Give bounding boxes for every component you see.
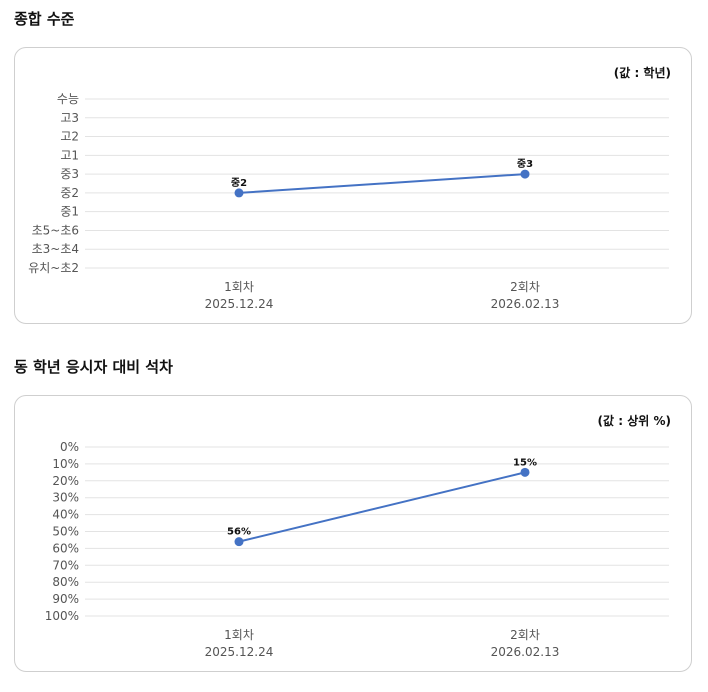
data-point [234, 188, 244, 198]
series-line [238, 173, 526, 194]
y-tick-label: 중1 [60, 205, 79, 219]
y-tick-label: 고2 [60, 130, 79, 144]
y-tick-label: 고1 [60, 148, 79, 162]
y-tick-label: 50% [52, 525, 79, 539]
data-point [520, 467, 530, 477]
series-line [238, 471, 526, 543]
x-tick-round: 1회차 [224, 628, 254, 642]
unit-label: (값 : 상위 %) [597, 414, 671, 428]
x-tick-date: 2026.02.13 [491, 645, 560, 659]
x-tick-round: 2회차 [510, 280, 540, 294]
y-tick-label: 초5~초6 [32, 223, 79, 237]
x-tick-round: 1회차 [224, 280, 254, 294]
x-tick-date: 2025.12.24 [205, 645, 274, 659]
data-label: 중2 [231, 177, 247, 189]
x-tick-date: 2026.02.13 [491, 297, 560, 311]
data-label: 중3 [517, 158, 533, 170]
section-title-rank: 동 학년 응시자 대비 석차 [14, 358, 173, 376]
y-tick-label: 20% [52, 474, 79, 488]
y-tick-label: 40% [52, 508, 79, 522]
y-tick-label: 고3 [60, 111, 79, 125]
y-tick-label: 10% [52, 457, 79, 471]
y-tick-label: 초3~초4 [32, 242, 79, 256]
data-label: 56% [227, 527, 251, 538]
data-point [234, 537, 244, 547]
y-tick-label: 중2 [60, 186, 79, 200]
y-tick-label: 90% [52, 592, 79, 606]
y-tick-label: 70% [52, 558, 79, 572]
y-tick-label: 80% [52, 575, 79, 589]
unit-label: (값 : 학년) [613, 66, 671, 80]
y-tick-label: 100% [45, 609, 79, 623]
x-tick-date: 2025.12.24 [205, 297, 274, 311]
y-tick-label: 수능 [57, 92, 79, 106]
data-point [520, 169, 530, 179]
y-tick-label: 60% [52, 541, 79, 555]
section-title-overall-level: 종합 수준 [14, 10, 75, 28]
y-tick-label: 0% [60, 440, 79, 454]
y-tick-label: 유치~초2 [28, 261, 79, 275]
y-tick-label: 중3 [60, 167, 79, 181]
chart-rank: 0% 10% 20% 30% 40% 50% 60% 70% 80% 90% 100% 1회차 2025… [45, 440, 669, 659]
data-label: 15% [513, 457, 537, 468]
x-tick-round: 2회차 [510, 628, 540, 642]
y-tick-label: 30% [52, 491, 79, 505]
chart-card-rank: (값 : 상위 %) 0% 10% 20% 30% 40% 50% 60% 70% 80% 90%… [14, 395, 692, 672]
